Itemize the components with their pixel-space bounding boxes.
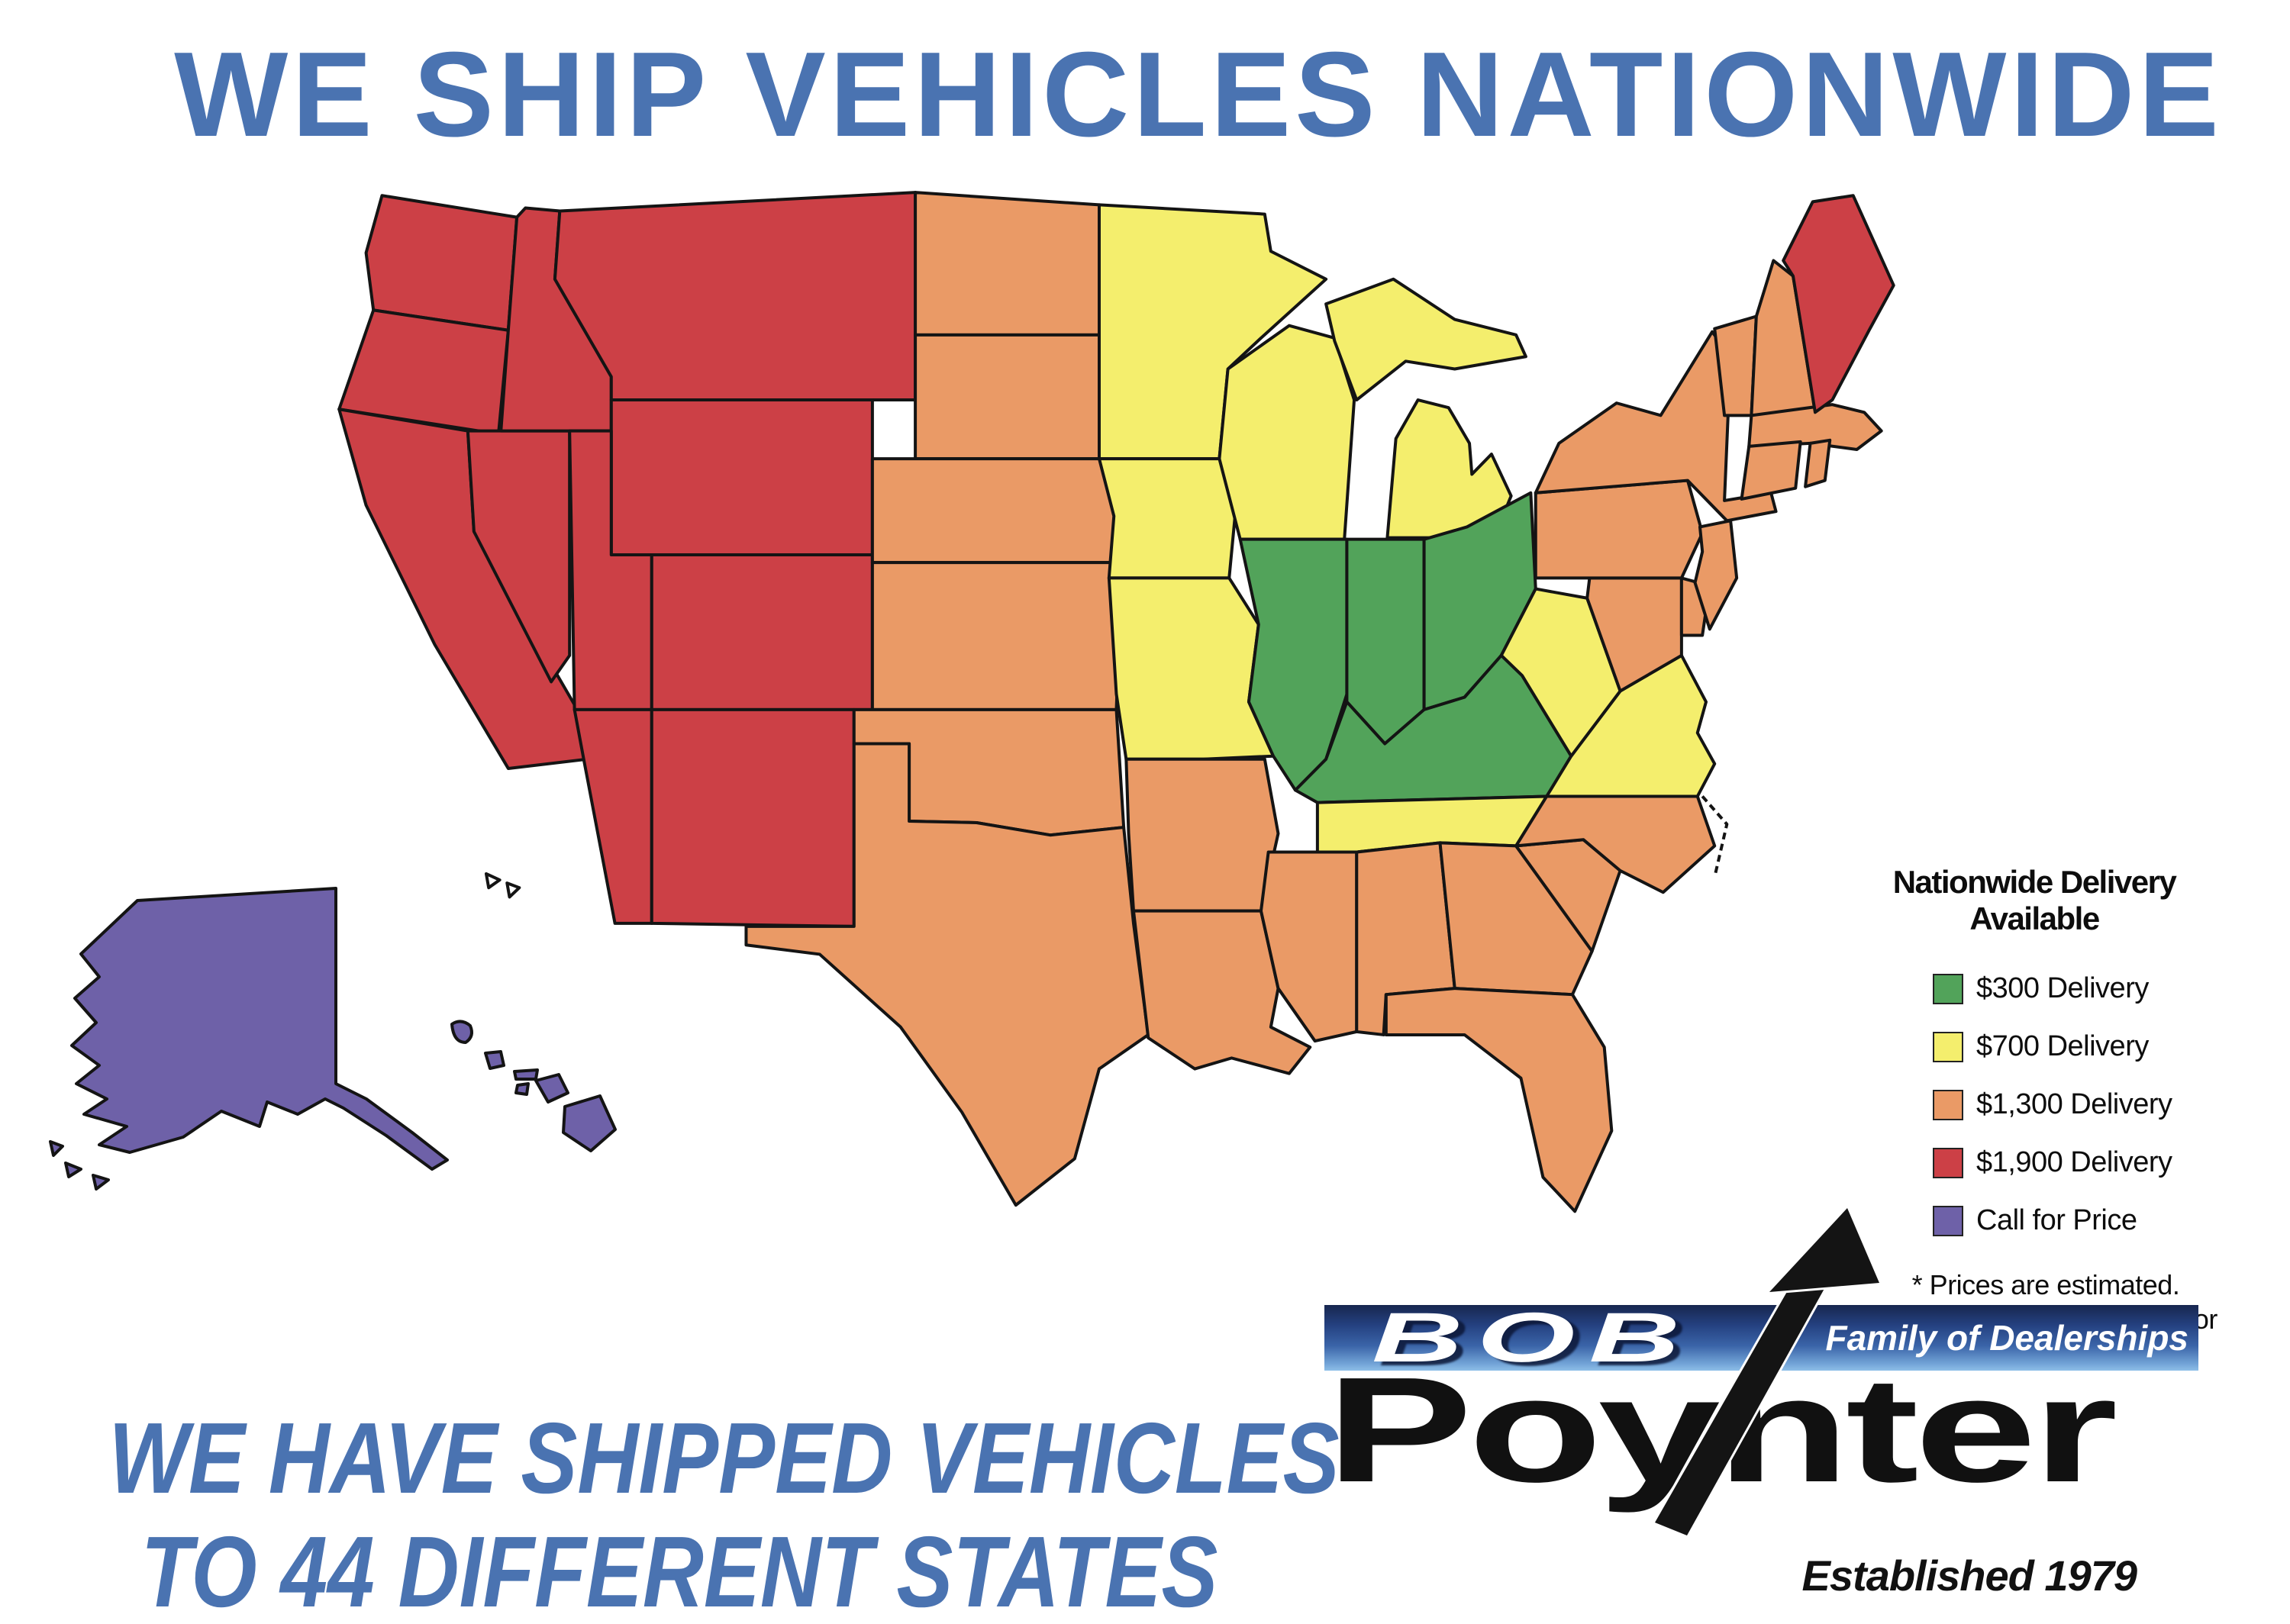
state-mo: [1109, 578, 1273, 759]
us-map-alaska-hawaii: [38, 870, 618, 1267]
state-wy: [611, 400, 872, 555]
state-sd: [915, 335, 1109, 459]
state-ri: [1805, 440, 1830, 487]
claim-line-2: TO 44 DIFFERENT STATES: [140, 1516, 1218, 1624]
logo-established: Established 1979: [1801, 1552, 2137, 1600]
state-az: [575, 710, 652, 923]
legend-label: $1,900 Delivery: [1976, 1146, 2172, 1178]
channel-islands-icon: [486, 874, 519, 897]
state-fl: [1386, 988, 1612, 1211]
state-ak-i1: [66, 1163, 81, 1177]
claim-line-1: WE HAVE SHIPPED VEHICLES: [108, 1402, 1340, 1514]
outer-banks-dashes: [1702, 796, 1727, 877]
state-tx: [746, 743, 1148, 1205]
legend-swatch-1900: [1933, 1147, 1963, 1178]
shipped-states-claim: WE HAVE SHIPPED VEHICLES TO 44 DIFFERENT…: [108, 1401, 1340, 1624]
legend-swatch-300: [1933, 973, 1963, 1004]
state-nc: [1516, 796, 1714, 892]
state-ar: [1126, 759, 1278, 911]
state-hi-kauai: [452, 1021, 472, 1042]
us-map-lower48: [290, 183, 1908, 1252]
legend-swatch-call: [1933, 1205, 1963, 1236]
legend-label: $1,300 Delivery: [1976, 1088, 2172, 1120]
legend-items: $300 Delivery $700 Delivery $1,300 Deliver…: [1832, 972, 2259, 1237]
state-hi-big: [563, 1096, 615, 1151]
legend-title: Nationwide Delivery Available: [1892, 864, 2177, 936]
state-hi-maui: [536, 1075, 568, 1102]
state-ny: [1536, 332, 1776, 521]
state-hi-oahu: [485, 1052, 504, 1068]
legend-item-1300: $1,300 Delivery: [1933, 1088, 2259, 1121]
state-me: [1783, 195, 1894, 412]
legend-item-300: $300 Delivery: [1933, 972, 2259, 1005]
legend-label: Call for Price: [1976, 1204, 2137, 1236]
legend-swatch-1300: [1933, 1089, 1963, 1120]
legend-note-line: * Prices are estimated.: [1911, 1269, 2180, 1300]
state-ga: [1440, 843, 1592, 994]
legend-item-call: Call for Price: [1933, 1204, 2259, 1237]
dealership-logo: BOB Family of Dealerships Poynter Establ…: [1324, 1206, 2286, 1624]
state-ms: [1261, 852, 1356, 1042]
state-mi-up: [1326, 279, 1526, 400]
legend-item-1900: $1,900 Delivery: [1933, 1146, 2259, 1179]
state-ak: [72, 888, 447, 1169]
state-mt: [555, 192, 915, 400]
state-hi-molokai: [514, 1070, 537, 1079]
state-ia: [1099, 459, 1237, 578]
state-ct: [1742, 442, 1801, 499]
state-ak-i3: [50, 1142, 63, 1155]
state-nm: [652, 710, 854, 926]
state-wa: [366, 195, 518, 330]
state-co: [652, 555, 872, 710]
state-ks: [872, 562, 1121, 710]
state-hi-lanai: [516, 1084, 528, 1094]
legend-swatch-700: [1933, 1031, 1963, 1062]
logo-tagline: Family of Dealerships: [1825, 1318, 2189, 1358]
state-pa: [1536, 481, 1702, 578]
legend-label: $700 Delivery: [1976, 1030, 2149, 1062]
legend-item-700: $700 Delivery: [1933, 1030, 2259, 1063]
legend-label: $300 Delivery: [1976, 972, 2149, 1004]
state-ne: [872, 459, 1119, 562]
state-wi: [1219, 326, 1354, 540]
growth-arrow-icon: [1651, 1206, 1883, 1539]
logo-brand-bob: BOB: [1372, 1298, 1695, 1377]
page-title: WE SHIP VEHICLES NATIONWIDE: [174, 27, 2223, 162]
state-nd: [915, 192, 1099, 335]
state-ak-i2: [93, 1175, 108, 1189]
